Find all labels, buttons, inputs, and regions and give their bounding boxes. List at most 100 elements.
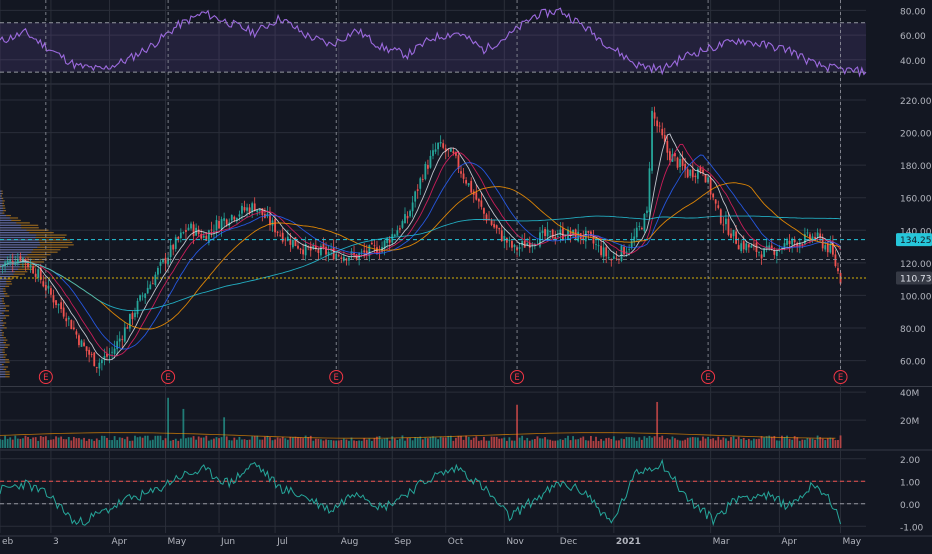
candle-body-298 — [758, 252, 760, 253]
candle-body-111 — [282, 233, 284, 242]
volume-bar-238 — [605, 438, 607, 448]
volume-profile-down-12 — [0, 347, 4, 348]
candle-body-315 — [801, 244, 803, 245]
volume-profile-down-1 — [0, 374, 5, 375]
volume-bar-203 — [516, 405, 518, 448]
volume-bar-83 — [211, 440, 213, 448]
candle-body-325 — [827, 243, 829, 252]
volume-bar-90 — [228, 440, 230, 448]
volume-bar-7 — [17, 439, 19, 448]
candle-body-135 — [343, 257, 345, 261]
volume-bar-49 — [124, 439, 126, 448]
candle-body-71 — [180, 233, 182, 239]
volume-bar-121 — [307, 437, 309, 448]
volume-bar-297 — [756, 439, 758, 448]
candle-body-6 — [14, 264, 16, 265]
candle-body-251 — [638, 226, 640, 227]
volume-bar-242 — [615, 440, 617, 448]
candle-body-183 — [465, 180, 467, 183]
volume-bar-51 — [129, 441, 131, 448]
volume-bar-214 — [544, 437, 546, 448]
candle-body-37 — [93, 353, 95, 366]
candle-body-300 — [763, 248, 765, 257]
volume-bar-257 — [654, 436, 656, 448]
candle-body-56 — [142, 296, 144, 297]
volume-bar-119 — [302, 438, 304, 448]
candle-body-49 — [124, 327, 126, 341]
candle-body-201 — [511, 241, 513, 248]
volume-bar-330 — [840, 435, 842, 448]
candle-body-181 — [460, 171, 462, 174]
osc-tick-label: 1.00 — [900, 478, 920, 488]
candle-body-115 — [292, 240, 294, 248]
volume-bar-180 — [458, 436, 460, 448]
volume-bar-236 — [600, 439, 602, 448]
candle-body-171 — [435, 149, 437, 151]
candle-body-292 — [743, 241, 745, 249]
volume-bar-151 — [384, 439, 386, 448]
volume-bar-279 — [710, 439, 712, 448]
volume-bar-15 — [37, 441, 39, 448]
volume-bar-163 — [414, 437, 416, 448]
volume-profile-down-60 — [0, 230, 26, 231]
volume-bar-42 — [106, 438, 108, 448]
candle-body-39 — [98, 363, 100, 369]
volume-bar-143 — [363, 438, 365, 448]
candle-body-329 — [837, 268, 839, 271]
volume-bar-124 — [315, 439, 317, 448]
volume-bar-281 — [715, 440, 717, 448]
volume-bar-240 — [610, 439, 612, 448]
candle-body-172 — [437, 143, 439, 149]
volume-bar-259 — [659, 437, 661, 448]
volume-bar-144 — [366, 440, 368, 448]
volume-profile-down-14 — [0, 342, 3, 343]
candle-body-46 — [116, 341, 118, 349]
volume-bar-258 — [656, 402, 658, 448]
candle-body-163 — [414, 191, 416, 201]
candle-body-68 — [172, 245, 174, 250]
candle-body-247 — [628, 249, 630, 250]
volume-bar-1 — [2, 440, 4, 448]
volume-bar-12 — [30, 439, 32, 448]
candle-body-286 — [728, 219, 730, 235]
candle-body-244 — [621, 245, 623, 260]
volume-bar-155 — [394, 438, 396, 448]
volume-bar-184 — [468, 437, 470, 448]
candle-body-45 — [114, 349, 116, 354]
candle-body-127 — [323, 244, 325, 248]
volume-bar-57 — [144, 436, 146, 448]
volume-bar-70 — [177, 441, 179, 448]
volume-bar-76 — [193, 436, 195, 448]
volume-bar-22 — [55, 436, 57, 448]
earnings-marker-label: E — [705, 373, 710, 383]
volume-bar-320 — [814, 440, 816, 448]
candle-body-154 — [391, 234, 393, 243]
volume-bar-300 — [763, 437, 765, 448]
volume-bar-321 — [817, 436, 819, 448]
candle-body-112 — [284, 239, 286, 240]
volume-bar-60 — [152, 440, 154, 448]
candle-body-158 — [402, 221, 404, 228]
volume-bar-275 — [700, 441, 702, 448]
candle-body-197 — [501, 230, 503, 241]
volume-bar-268 — [682, 441, 684, 448]
candle-body-25 — [63, 308, 65, 317]
volume-bar-272 — [692, 437, 694, 448]
volume-profile-down-66 — [0, 215, 6, 216]
volume-bar-74 — [188, 437, 190, 448]
volume-bar-288 — [733, 436, 735, 448]
volume-bar-202 — [514, 441, 516, 448]
candle-body-78 — [198, 230, 200, 235]
volume-bar-193 — [491, 437, 493, 448]
volume-bar-204 — [519, 438, 521, 448]
volume-bar-129 — [328, 440, 330, 448]
volume-bar-89 — [226, 436, 228, 448]
time-tick-label: Jun — [220, 537, 235, 547]
volume-bar-269 — [684, 440, 686, 448]
volume-profile-down-24 — [0, 318, 3, 319]
volume-bar-266 — [677, 440, 679, 448]
time-tick-label: May — [843, 537, 862, 547]
volume-profile-down-11 — [0, 349, 3, 350]
volume-bar-29 — [73, 437, 75, 448]
candle-body-305 — [776, 251, 778, 256]
